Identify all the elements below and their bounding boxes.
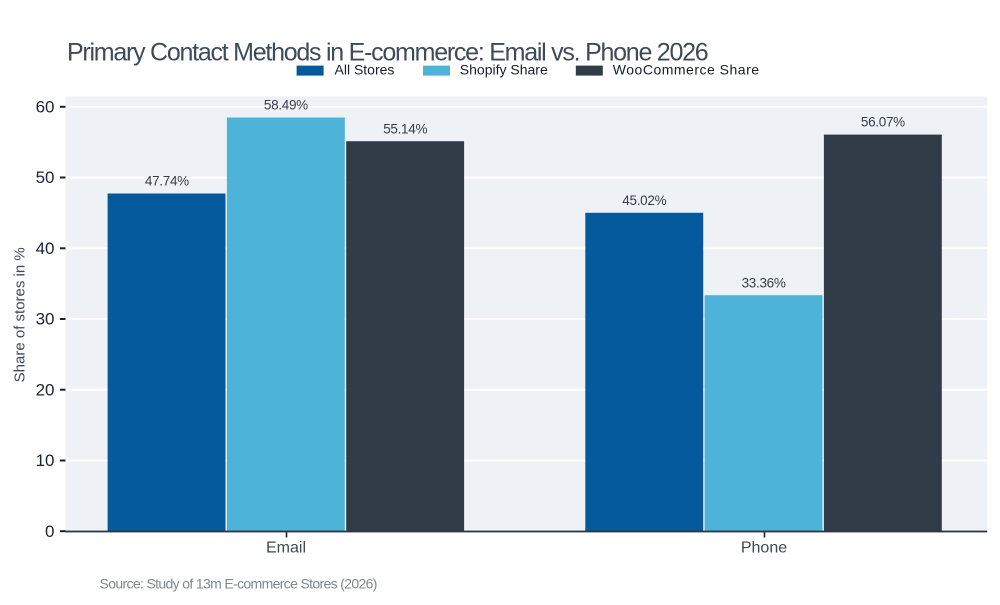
svg-text:40: 40 <box>36 239 55 258</box>
svg-text:All Stores: All Stores <box>335 62 395 78</box>
svg-text:Source: Study of 13m E-commerc: Source: Study of 13m E-commerce Stores (… <box>100 575 377 591</box>
svg-text:Phone: Phone <box>741 540 787 557</box>
svg-text:50: 50 <box>36 168 55 187</box>
svg-text:33.36%: 33.36% <box>742 275 786 290</box>
svg-text:Email: Email <box>266 540 306 557</box>
svg-text:Shopify Share: Shopify Share <box>460 62 548 78</box>
svg-text:0: 0 <box>45 522 54 541</box>
svg-text:30: 30 <box>36 310 55 329</box>
svg-text:60: 60 <box>36 98 55 117</box>
svg-text:47.74%: 47.74% <box>145 174 189 189</box>
svg-text:WooCommerce Share: WooCommerce Share <box>613 62 760 78</box>
svg-text:Share of stores in %: Share of stores in % <box>12 247 29 382</box>
svg-text:20: 20 <box>36 380 55 399</box>
svg-text:45.02%: 45.02% <box>622 193 666 208</box>
svg-text:58.49%: 58.49% <box>264 98 308 113</box>
svg-text:Primary Contact Methods in E-c: Primary Contact Methods in E-commerce: E… <box>67 39 708 67</box>
svg-text:56.07%: 56.07% <box>861 115 905 130</box>
svg-text:10: 10 <box>36 451 55 470</box>
svg-text:55.14%: 55.14% <box>383 121 427 136</box>
